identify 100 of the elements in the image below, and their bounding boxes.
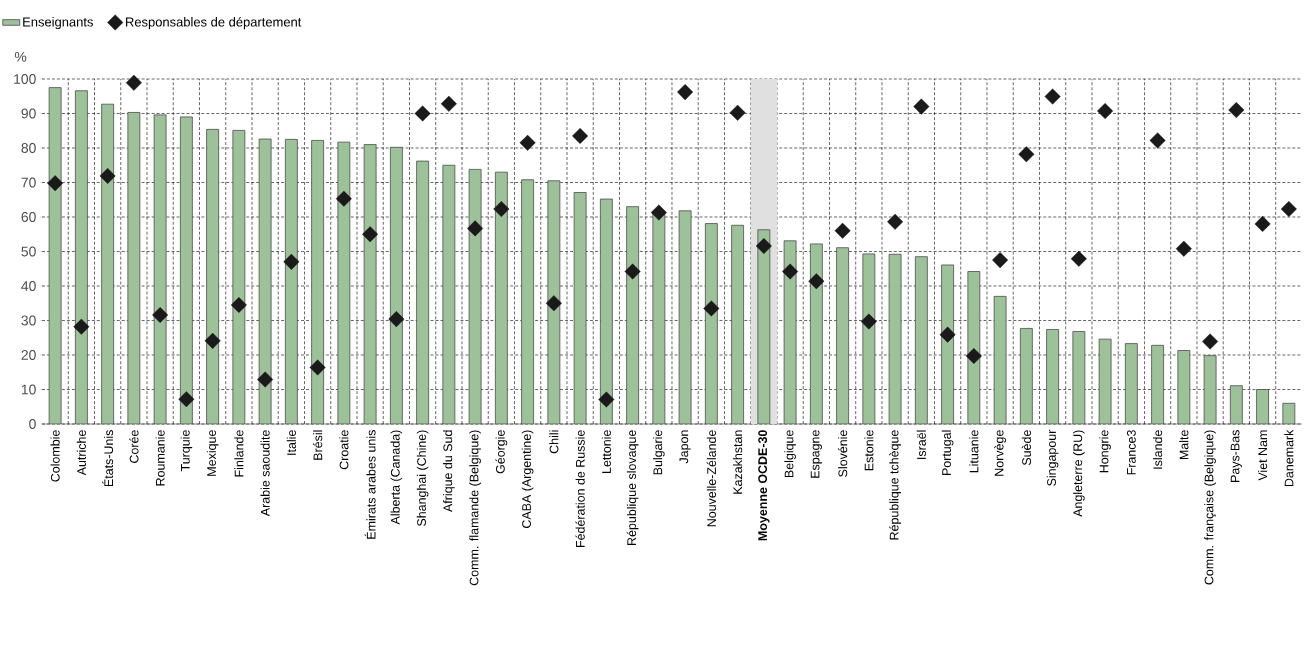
x-tick-label: Slovénie — [837, 430, 848, 477]
x-tick-label: Comm. française (Belgique) — [1204, 430, 1216, 585]
x-tick-label: Estonie — [864, 430, 874, 471]
point — [1228, 102, 1245, 119]
point — [414, 105, 431, 122]
bar — [914, 256, 928, 424]
x-tick-label: Singapour — [1046, 429, 1059, 486]
x-tick-label: CABA (Argentine) — [521, 430, 534, 528]
legend-label: Enseignants — [23, 17, 93, 30]
x-tick-label: Nouvelle-Zélande — [706, 430, 717, 527]
bar — [1177, 350, 1191, 424]
point — [1280, 201, 1297, 218]
x-tick-label: Danemark — [1284, 429, 1294, 487]
x-tick-label: Finlande — [234, 430, 244, 477]
x-tick-label: États-Unis — [102, 430, 114, 487]
y-tick-label: 80 — [21, 143, 36, 153]
point — [99, 167, 116, 184]
point — [860, 313, 877, 330]
x-tick-label: Autriche — [76, 430, 86, 476]
x-tick-label: Colombie — [50, 430, 60, 482]
point — [1149, 132, 1166, 149]
bar — [416, 160, 430, 424]
point — [362, 226, 379, 243]
x-tick-label: Lettonie — [601, 430, 611, 473]
point — [572, 127, 589, 144]
point — [204, 332, 221, 349]
y-tick-label: 20 — [21, 350, 36, 360]
x-tick-label: Kazakhstan — [733, 430, 743, 494]
x-tick-label: République tchèque — [889, 430, 901, 540]
x-tick-label: France3 — [1126, 430, 1136, 475]
y-tick-label: 10 — [21, 384, 36, 395]
point — [493, 201, 510, 218]
point — [703, 300, 720, 317]
x-tick-label: Italie — [286, 430, 296, 455]
x-tick-label: Géorgie — [495, 430, 508, 474]
x-tick-label: Moyenne OCDE-30 — [758, 430, 770, 541]
point — [519, 134, 536, 151]
x-tick-label: Hongrie — [1099, 430, 1111, 473]
y-tick-label: 100 — [14, 74, 36, 84]
point — [782, 263, 799, 280]
bar — [521, 179, 535, 424]
x-tick-label: Afrique du Sud — [443, 430, 455, 512]
x-tick-label: Comm. flamande (Belgique) — [469, 430, 481, 586]
point — [650, 204, 667, 221]
x-tick-label: Croatie — [339, 430, 349, 470]
y-axis-title: % — [14, 51, 27, 62]
point — [965, 348, 982, 365]
x-tick-label: Pays-Bas — [1230, 430, 1242, 482]
x-tick-label: Turquie — [180, 430, 193, 472]
y-tick-label: 70 — [21, 177, 36, 188]
x-tick-label: Belgique — [784, 430, 796, 478]
x-tick-label: Islande — [1153, 430, 1163, 469]
point — [913, 98, 930, 115]
x-tick-label: Malte — [1179, 430, 1189, 460]
y-tick-label: 40 — [21, 281, 36, 291]
point — [939, 326, 956, 343]
bar — [1019, 328, 1033, 424]
point — [1018, 146, 1035, 163]
x-tick-label: Japon — [679, 430, 691, 464]
y-tick-label: 60 — [21, 212, 36, 222]
bar — [1072, 331, 1086, 424]
point — [388, 311, 405, 328]
x-tick-label: Émirats arabes unis — [364, 430, 376, 539]
x-tick-label: Bulgarie — [653, 430, 665, 475]
y-tick-label: 30 — [21, 315, 36, 326]
x-tick-label: Brésil — [312, 430, 323, 460]
x-tick-label: Viet Nam — [1258, 430, 1268, 481]
point — [755, 238, 772, 254]
bar — [1124, 343, 1138, 424]
point — [992, 252, 1009, 269]
x-tick-label: Norvège — [994, 430, 1006, 476]
x-tick-label: Arabie saoudite — [260, 430, 270, 517]
x-tick-label: Portugal — [941, 430, 954, 476]
point — [1097, 103, 1114, 120]
point — [440, 95, 457, 112]
point — [178, 391, 195, 408]
point — [152, 307, 169, 323]
point — [1044, 88, 1061, 105]
x-tick-label: Espagne — [810, 430, 822, 478]
bar — [1151, 344, 1164, 424]
x-tick-label: Alberta (Canada) — [390, 430, 403, 525]
point — [309, 359, 326, 376]
point — [230, 297, 247, 313]
point — [834, 222, 851, 239]
x-tick-label: Angleterre (RU) — [1073, 430, 1085, 517]
x-tick-label: Roumanie — [155, 430, 165, 486]
x-tick-label: République slovaque — [626, 430, 639, 545]
point — [545, 295, 562, 312]
point — [283, 253, 300, 270]
point — [47, 175, 64, 192]
bar — [836, 247, 849, 424]
bar — [731, 224, 745, 424]
x-tick-label: Shanghai (Chine) — [416, 430, 429, 526]
point — [624, 263, 641, 280]
x-tick-label: Chili — [549, 430, 559, 454]
x-tick-label: Israël — [916, 430, 926, 459]
y-tick-label: 0 — [29, 419, 36, 429]
y-tick-label: 50 — [21, 246, 36, 257]
x-tick-label: Fédération de Russie — [575, 430, 585, 547]
point — [73, 318, 90, 335]
